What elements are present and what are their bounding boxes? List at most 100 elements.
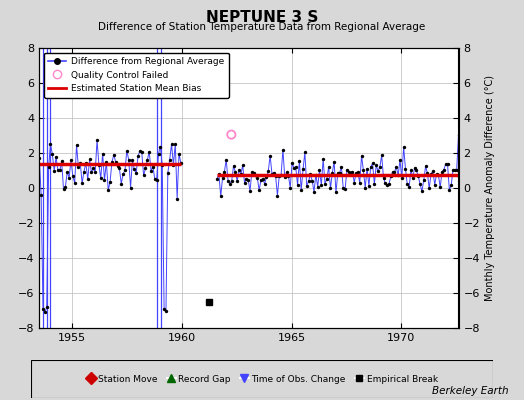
Point xyxy=(112,159,120,165)
Point xyxy=(115,165,124,172)
Point xyxy=(293,182,302,188)
Point xyxy=(126,184,135,191)
Point xyxy=(374,168,382,174)
Point xyxy=(56,167,64,174)
Point xyxy=(445,187,454,193)
Point xyxy=(434,172,443,178)
Point xyxy=(125,157,133,163)
Point xyxy=(88,169,96,176)
Point xyxy=(339,185,347,192)
Point xyxy=(398,175,406,181)
Point xyxy=(41,309,49,316)
Point xyxy=(291,164,300,170)
Point xyxy=(167,141,176,147)
Point xyxy=(237,171,245,178)
Point xyxy=(423,170,432,176)
Point xyxy=(242,176,250,182)
Point xyxy=(158,162,167,168)
Point xyxy=(297,187,305,193)
Point xyxy=(429,168,437,174)
Point xyxy=(37,192,46,198)
Point xyxy=(156,143,165,150)
Y-axis label: Monthly Temperature Anomaly Difference (°C): Monthly Temperature Anomaly Difference (… xyxy=(485,75,495,301)
Point xyxy=(134,153,142,160)
Point xyxy=(438,168,446,175)
Point xyxy=(280,174,289,181)
Point xyxy=(432,170,441,177)
Point xyxy=(171,141,179,147)
Point xyxy=(414,173,422,179)
Point xyxy=(110,152,118,158)
Point xyxy=(130,166,138,173)
Point xyxy=(277,172,285,178)
Point xyxy=(396,157,404,163)
Point xyxy=(370,181,378,187)
Point xyxy=(263,174,271,180)
Point xyxy=(337,164,346,170)
Point xyxy=(69,173,77,180)
Point xyxy=(253,175,261,181)
Point xyxy=(403,181,411,188)
Point xyxy=(100,177,108,184)
Point xyxy=(71,180,79,186)
Point xyxy=(117,180,125,187)
Point xyxy=(345,169,353,176)
Point xyxy=(59,186,68,193)
Point xyxy=(85,156,94,163)
Point xyxy=(352,170,361,176)
Point xyxy=(61,184,70,190)
Point xyxy=(361,185,369,191)
Point xyxy=(326,185,335,192)
Point xyxy=(39,306,47,312)
Point xyxy=(394,172,402,178)
Point xyxy=(230,162,238,169)
Point xyxy=(238,162,247,168)
Point xyxy=(65,174,73,181)
Point xyxy=(332,189,340,196)
Point xyxy=(264,168,272,174)
Point xyxy=(58,158,66,164)
Point xyxy=(388,169,397,175)
Point xyxy=(443,161,452,168)
Point xyxy=(216,193,225,200)
Point xyxy=(177,160,185,166)
Point xyxy=(213,175,221,182)
Point xyxy=(431,182,439,188)
Point xyxy=(83,176,92,183)
Point xyxy=(102,158,111,165)
Point xyxy=(405,184,413,190)
Point xyxy=(273,192,281,199)
Point xyxy=(425,185,433,192)
Point xyxy=(376,164,384,170)
Point xyxy=(279,146,287,153)
Point xyxy=(106,179,114,185)
Point xyxy=(288,160,296,167)
Point xyxy=(377,152,386,159)
Point xyxy=(67,157,75,164)
Point xyxy=(310,188,318,195)
Point xyxy=(42,304,51,310)
Point xyxy=(299,166,307,172)
Point xyxy=(321,180,329,187)
Point xyxy=(354,169,362,176)
Point xyxy=(226,181,234,187)
Point xyxy=(409,174,417,181)
Point xyxy=(132,170,140,176)
Point xyxy=(80,168,88,175)
Point xyxy=(418,188,426,194)
Point xyxy=(91,169,100,176)
Point xyxy=(108,158,116,165)
Point xyxy=(166,156,174,163)
Legend: Station Move, Record Gap, Time of Obs. Change, Empirical Break: Station Move, Record Gap, Time of Obs. C… xyxy=(83,371,441,387)
Point xyxy=(175,150,183,157)
Point xyxy=(173,196,181,202)
Point xyxy=(246,188,254,194)
Point xyxy=(306,171,314,178)
Point xyxy=(390,169,399,176)
Point xyxy=(412,167,421,174)
Point xyxy=(163,170,172,176)
Point xyxy=(128,157,137,163)
Point xyxy=(334,170,342,177)
Point xyxy=(224,178,232,184)
Point xyxy=(442,161,450,167)
